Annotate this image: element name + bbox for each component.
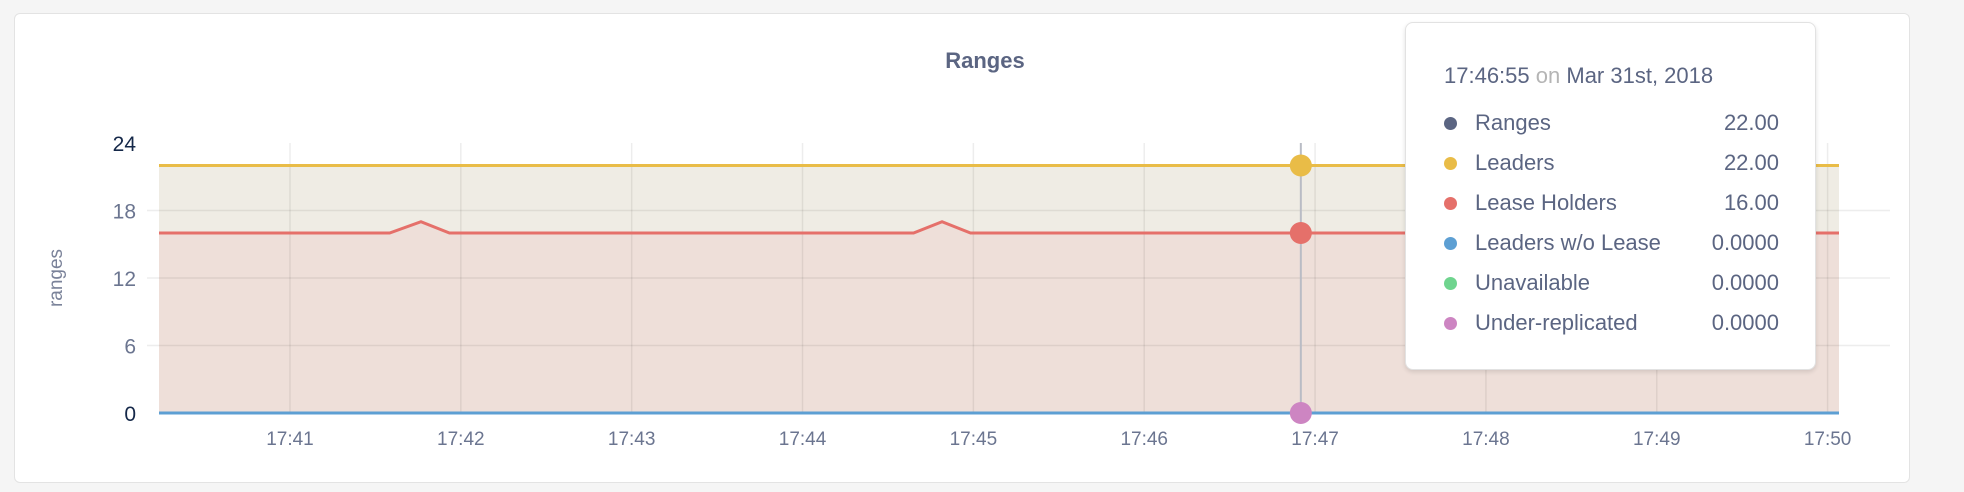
- series-dot-icon: [1444, 116, 1457, 130]
- tooltip-series-value: 22.00: [1723, 110, 1779, 135]
- tooltip-series-value: 0.0000: [1711, 270, 1779, 295]
- tooltip-series-name: Ranges: [1475, 110, 1551, 135]
- x-tick-label: 17:43: [608, 429, 656, 450]
- tooltip-rows: Ranges 22.00 Leaders 22.00 Lease Holders 16.0…: [1444, 103, 1815, 343]
- tooltip-series-value: 22.00: [1723, 150, 1779, 175]
- tooltip-series-name: Lease Holders: [1475, 190, 1617, 215]
- hover-point: [1289, 402, 1312, 424]
- tooltip-series-name: Leaders w/o Lease: [1475, 230, 1661, 255]
- tooltip-row: Leaders w/o Lease 0.0000: [1444, 223, 1815, 263]
- x-tick-label: 17:41: [266, 429, 314, 450]
- series-dot-icon: [1444, 316, 1457, 330]
- x-tick-label: 17:46: [1120, 429, 1168, 450]
- tooltip-series-value: 16.00: [1723, 190, 1779, 215]
- tooltip-series-value: 0.0000: [1711, 310, 1779, 335]
- y-tick-label: 0: [124, 403, 136, 426]
- x-tick-label: 17:50: [1804, 429, 1852, 450]
- y-tick-label: 18: [113, 201, 136, 224]
- series-dot-icon: [1444, 236, 1457, 250]
- tooltip-on: on: [1535, 63, 1561, 88]
- tooltip-date: Mar 31st, 2018: [1566, 63, 1714, 88]
- tooltip-series-name: Leaders: [1475, 150, 1555, 175]
- series-dot-icon: [1444, 156, 1457, 170]
- x-tick-label: 17:49: [1633, 429, 1681, 450]
- x-tick-label: 17:47: [1291, 429, 1339, 450]
- x-tick-label: 17:48: [1462, 429, 1510, 450]
- x-tick-label: 17:45: [950, 429, 998, 450]
- x-tick-label: 17:44: [779, 429, 827, 450]
- y-tick-label: 24: [113, 133, 137, 156]
- series-dot-icon: [1444, 196, 1457, 210]
- tooltip-time: 17:46:55: [1444, 63, 1530, 88]
- tooltip-row: Ranges 22.00: [1444, 103, 1815, 143]
- hover-point: [1289, 222, 1312, 244]
- tooltip-header: 17:46:55 on Mar 31st, 2018: [1444, 63, 1815, 89]
- x-tick-label: 17:42: [437, 429, 485, 450]
- tooltip-series-value: 0.0000: [1711, 230, 1779, 255]
- tooltip-row: Lease Holders 16.00: [1444, 183, 1815, 223]
- y-axis-label: ranges: [46, 249, 67, 307]
- series-dot-icon: [1444, 276, 1457, 290]
- chart-title: Ranges: [945, 48, 1024, 73]
- y-tick-label: 12: [113, 268, 136, 291]
- tooltip-series-name: Unavailable: [1475, 270, 1590, 295]
- series-line-lease-holders: [159, 220, 1839, 235]
- tooltip-row: Leaders 22.00: [1444, 143, 1815, 183]
- hover-tooltip: 17:46:55 on Mar 31st, 2018 Ranges 22.00 Le…: [1405, 22, 1816, 370]
- tooltip-row: Under-replicated 0.0000: [1444, 303, 1815, 343]
- hover-point: [1289, 154, 1312, 177]
- tooltip-series-name: Under-replicated: [1475, 310, 1638, 335]
- y-tick-label: 6: [124, 336, 136, 359]
- tooltip-row: Unavailable 0.0000: [1444, 263, 1815, 303]
